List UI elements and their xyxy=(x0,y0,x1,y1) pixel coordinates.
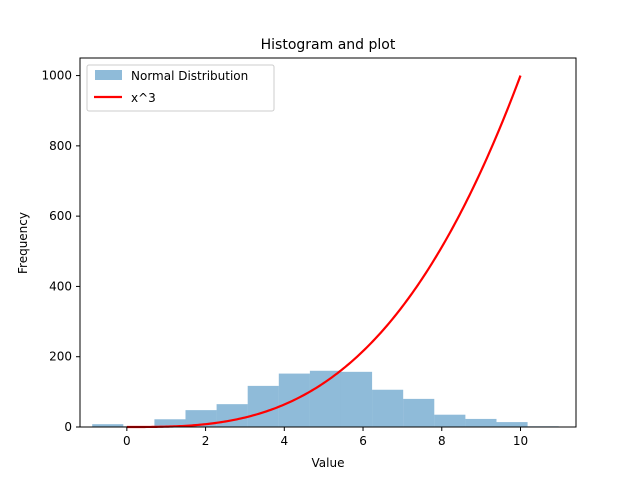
histogram-bar xyxy=(403,398,435,427)
histogram-bars xyxy=(92,370,559,427)
x-tick-label: 2 xyxy=(202,434,210,448)
histogram-bar xyxy=(340,371,373,427)
x-tick-label: 0 xyxy=(123,434,131,448)
x-tick-label: 10 xyxy=(513,434,528,448)
x-axis-label: Value xyxy=(312,456,345,470)
histogram-bar xyxy=(92,424,124,427)
histogram-bar xyxy=(247,385,279,427)
legend-histogram-label: Normal Distribution xyxy=(131,69,248,83)
histogram-bar xyxy=(309,370,341,427)
histogram-bar xyxy=(465,418,497,427)
histogram-bar xyxy=(372,389,404,427)
y-axis-ticks: 0 200 400 600 800 1000 xyxy=(41,69,80,434)
histogram-bar xyxy=(216,404,248,427)
y-tick-label: 600 xyxy=(49,209,72,223)
x-tick-label: 6 xyxy=(359,434,367,448)
y-tick-label: 200 xyxy=(49,350,72,364)
histogram-bar xyxy=(154,419,186,427)
histogram-bar xyxy=(496,422,528,427)
y-tick-label: 400 xyxy=(49,279,72,293)
legend-histogram-swatch xyxy=(95,70,122,80)
legend: Normal Distribution x^3 xyxy=(86,64,275,112)
y-tick-label: 800 xyxy=(49,139,72,153)
line-series xyxy=(126,75,522,429)
y-tick-label: 1000 xyxy=(41,69,72,83)
histogram-bar xyxy=(434,414,466,427)
legend-line-label: x^3 xyxy=(131,91,156,105)
x-tick-label: 4 xyxy=(280,434,288,448)
x-tick-label: 8 xyxy=(438,434,446,448)
y-axis-label: Frequency xyxy=(16,212,30,274)
x-axis-ticks: 0 2 4 6 8 10 xyxy=(123,427,528,448)
plot-frame xyxy=(79,57,577,428)
y-tick-label: 0 xyxy=(64,420,72,434)
legend-box xyxy=(86,64,275,112)
line-x-cubed xyxy=(126,75,522,429)
chart-title: Histogram and plot xyxy=(261,37,396,53)
